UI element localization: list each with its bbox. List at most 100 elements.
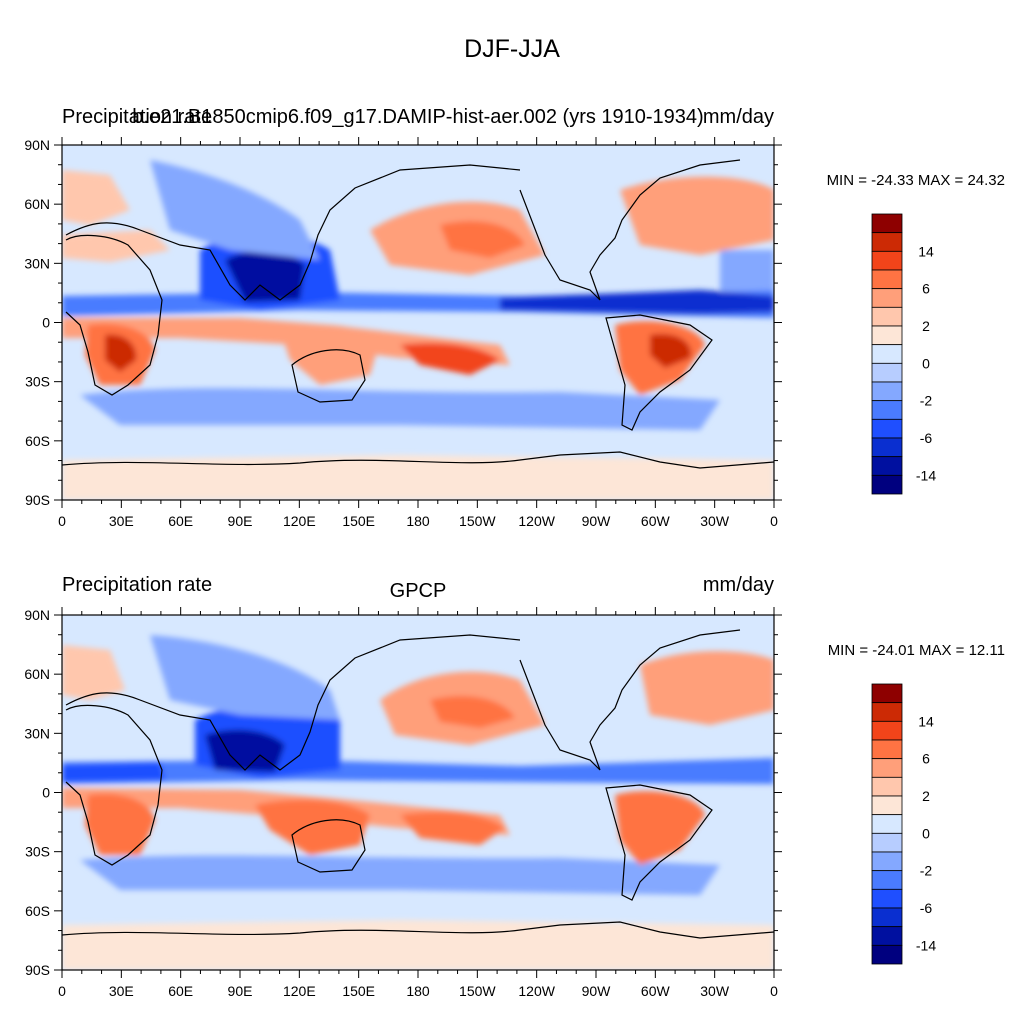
panel-1-maritime-wet [280,324,380,385]
lon-tick-label: 150W [459,983,496,999]
panel-2-tick-labels: 0 30E 60E 90E 120E 150E 180 150W 120W 90W 60W 30W 09… [24,607,778,999]
panel-1-australia-coast [291,349,366,403]
colorbar-swatch [871,851,903,872]
colorbar-swatch [871,702,903,722]
panel-2-south-america-wet [615,791,705,865]
colorbar-label: 0 [922,355,930,371]
panel-2-africa-dry-core [62,762,165,782]
panel-1-africa-coast [65,234,163,396]
lon-tick-label: 90E [228,513,253,529]
panel-2-africa-coast [65,704,163,866]
panel-2-africa-wet [85,793,155,855]
panel-1-europe-wet [62,170,130,225]
lat-tick-label: 0 [42,785,50,801]
panel-1-pacific-dry-core [500,290,774,314]
panel-2-asia-dry-core [205,729,285,772]
panel-1-minmax: MIN = -24.33 MAX = 24.32 [827,172,1005,189]
colorbar-label: 14 [918,243,934,259]
colorbar-swatch [871,944,903,965]
panel-1-tick-labels: 0 30E 60E 90E 120E 150E 180 150W 120W 90W 60W 30W 09… [24,137,778,529]
colorbar-swatch [871,250,903,271]
panel-2-antarctica-coast [62,921,774,939]
panel-2-center-title: GPCP [390,580,447,602]
lon-tick-label: 0 [770,983,778,999]
figure-title: DJF-JJA [464,35,560,63]
panel-1-north-atlantic-wet [620,176,774,255]
colorbar-swatch [871,474,903,495]
panel-2-right-title: mm/day [703,574,774,596]
lat-tick-label: 30N [24,255,50,271]
panel-2-north-america-coast [519,629,741,771]
lat-tick-label: 0 [42,315,50,331]
colorbar-swatch [871,437,903,458]
panel-1-mediterranean-wet [62,230,170,262]
panel-2-ticks [54,607,782,978]
colorbar-label: -2 [920,393,933,409]
lon-tick-label: 180 [406,983,430,999]
panel-1-center-title: b.e21.B1850cmip6.f09_g17.DAMIP-hist-aer.… [132,106,703,128]
panel-1-antarctica-coast [62,451,774,469]
colorbar-swatch [871,907,903,928]
colorbar-swatch [871,776,903,797]
lat-tick-label: 30S [25,844,50,860]
lon-tick-label: 30E [109,983,134,999]
colorbar-swatch [871,232,903,252]
panel-1-left-title: Precipitation rate [62,106,212,128]
colorbar-swatch [871,888,903,909]
lat-tick-label: 60S [25,433,50,449]
lon-tick-label: 90W [582,983,612,999]
panel-1-anomaly-field [62,160,774,500]
colorbar-swatch [871,926,903,946]
panel-1-africa-wet-core [105,334,137,372]
lon-tick-label: 0 [770,513,778,529]
panel-1-north-america-coast [519,159,741,301]
panel-1-south-america-core [650,334,691,368]
panel-1-spcz-wet [400,343,500,375]
colorbar-swatch [871,758,903,778]
lon-tick-label: 60E [168,983,193,999]
lon-tick-label: 120W [518,513,555,529]
lat-tick-label: 30N [24,725,50,741]
panel-1-southern-dry [80,388,720,430]
colorbar-swatch [871,870,903,890]
lat-tick-label: 30S [25,374,50,390]
colorbar-swatch [871,325,903,346]
colorbar-swatch [871,456,903,476]
panel-2-north-atlantic-wet [640,651,774,725]
colorbar-swatch [871,288,903,308]
map-panel-1: Precipitation rate b.e21.B1850cmip6.f09_… [24,106,1005,529]
colorbar-swatch [871,814,903,834]
lat-tick-label: 90N [24,607,50,623]
panel-2-eurasia-dry [150,635,340,720]
lat-tick-label: 90N [24,137,50,153]
lon-tick-label: 60W [641,983,671,999]
colorbar-swatch [871,418,903,439]
colorbar-swatch [871,400,903,420]
lon-tick-label: 150W [459,513,496,529]
panel-1-colorbar: 14 6 2 0 -2 -6 -14 [871,213,936,495]
panel-2-minmax: MIN = -24.01 MAX = 12.11 [828,642,1005,659]
colorbar-swatch [871,213,903,234]
panel-2-australia-coast [291,819,366,873]
colorbar-swatch [871,832,903,853]
panel-2-colorbar: 14 6 2 0 -2 -6 -14 [871,683,936,965]
panel-2-anomaly-field [62,635,774,970]
panel-2-south-america-coast [605,784,713,901]
lon-tick-label: 0 [58,513,66,529]
panel-2-antarctic-wet [62,920,774,970]
lon-tick-label: 90E [228,983,253,999]
panel-2-coastlines [62,629,774,939]
lon-tick-label: 0 [58,983,66,999]
panel-1-north-pacific-core [440,221,525,258]
lat-tick-label: 60S [25,903,50,919]
panel-2-south-pacific-wet [400,811,505,845]
colorbar-label: -2 [920,863,933,879]
colorbar-label: 2 [922,318,930,334]
lat-tick-label: 60N [24,196,50,212]
panel-2-southern-dry [80,855,720,895]
map-panel-2: Precipitation rate GPCP mm/day [24,574,1005,999]
panel-2-eurasia-coast [65,634,521,771]
colorbar-swatch [871,720,903,741]
colorbar-label: 14 [918,713,934,729]
panel-2-maritime-wet [255,799,370,855]
